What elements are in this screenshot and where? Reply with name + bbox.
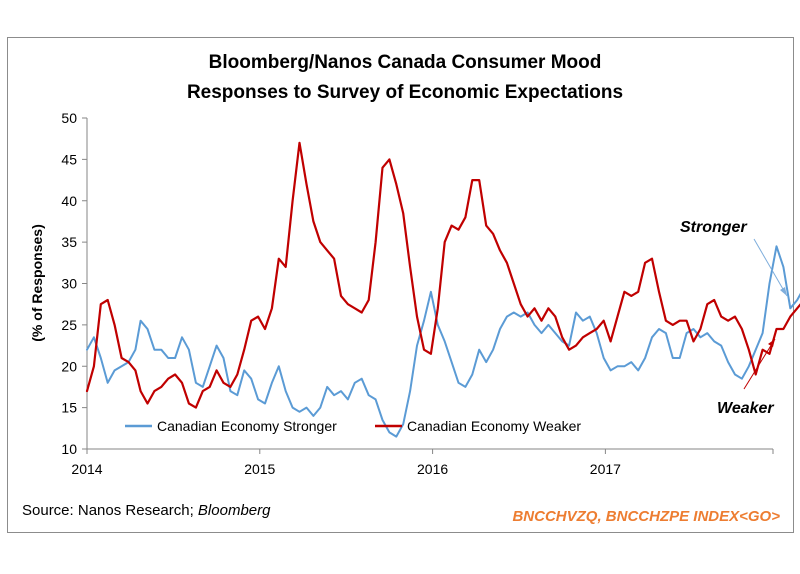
annotation-stronger-arrow xyxy=(753,238,788,297)
y-tick-label: 10 xyxy=(61,441,77,457)
x-tick-label: 2017 xyxy=(590,461,621,477)
x-tick-label: 2016 xyxy=(417,461,448,477)
y-axis: 10 15 20 25 30 35 40 45 50 xyxy=(61,110,88,457)
chart-title: Bloomberg/Nanos Canada Consumer Mood xyxy=(209,52,602,73)
x-tick-label: 2015 xyxy=(244,461,275,477)
chart-subtitle: Responses to Survey of Economic Expectat… xyxy=(187,82,623,103)
y-tick-label: 50 xyxy=(61,110,77,126)
annotation-weaker-arrowhead xyxy=(768,339,775,347)
source-prefix: Source: Nanos Research; xyxy=(22,502,198,519)
y-tick-label: 15 xyxy=(61,400,77,416)
series-layer xyxy=(85,141,800,438)
y-tick-label: 20 xyxy=(61,358,77,374)
annotation-stronger: Stronger xyxy=(680,219,747,236)
y-axis-label: (% of Responses) xyxy=(29,224,45,341)
y-tick-label: 30 xyxy=(61,276,77,292)
annotation-weaker: Weaker xyxy=(717,400,774,417)
series-line-weaker xyxy=(85,141,800,409)
source-bloomberg: Bloomberg xyxy=(198,502,271,519)
y-tick-label: 40 xyxy=(61,193,77,209)
index-label: BNCCHVZQ, BNCCHZPE INDEX<GO> xyxy=(512,508,780,525)
series-line-stronger xyxy=(86,245,800,438)
legend: Canadian Economy Stronger Canadian Econo… xyxy=(125,418,581,434)
y-tick-label: 45 xyxy=(61,151,77,167)
legend-weaker-label: Canadian Economy Weaker xyxy=(407,418,581,434)
annotation-stronger-arrowhead xyxy=(780,287,787,296)
source-note: Source: Nanos Research; Bloomberg xyxy=(22,502,271,519)
chart-frame xyxy=(7,37,794,533)
x-tick-label: 2014 xyxy=(71,461,102,477)
y-tick-label: 25 xyxy=(61,317,77,333)
legend-stronger-label: Canadian Economy Stronger xyxy=(157,418,337,434)
annotation-weaker-arrow xyxy=(743,338,776,390)
annotations: Stronger Weaker xyxy=(680,219,788,417)
x-axis: 2014 2015 2016 2017 xyxy=(71,448,774,477)
y-tick-label: 35 xyxy=(61,234,77,250)
